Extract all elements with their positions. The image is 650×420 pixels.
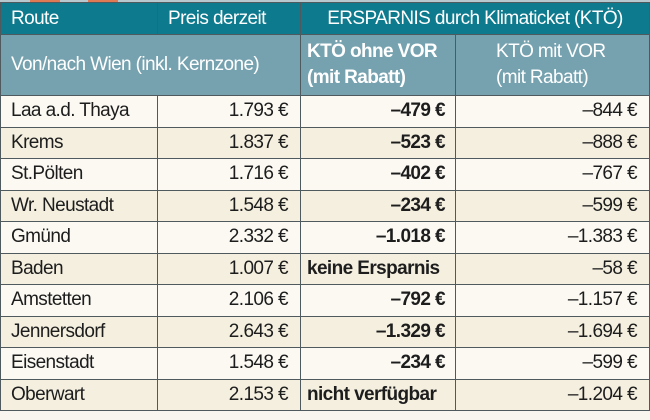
header-line: KTÖ mit VOR bbox=[496, 41, 606, 62]
cell-price: 2.332 € bbox=[157, 221, 301, 254]
table-row: Amstetten 2.106 € –792 € –1.157 € bbox=[0, 284, 650, 317]
cell-with-vor: –599 € bbox=[455, 189, 650, 222]
cell-price: 1.837 € bbox=[157, 126, 301, 159]
cell-without-vor: –1.329 € bbox=[300, 315, 456, 348]
table-row: Jennersdorf 2.643 € –1.329 € –1.694 € bbox=[0, 315, 650, 348]
cell-without-vor: –479 € bbox=[300, 95, 456, 128]
cell-with-vor: –1.204 € bbox=[455, 378, 650, 411]
subheader-vienna: Von/nach Wien (inkl. Kernzone) bbox=[0, 34, 301, 96]
cell-with-vor: –1.157 € bbox=[455, 284, 650, 317]
cell-route: Amstetten bbox=[0, 284, 158, 317]
top-accent-strip bbox=[0, 0, 650, 3]
cell-with-vor: –1.694 € bbox=[455, 315, 650, 348]
cell-price: 1.716 € bbox=[157, 158, 301, 191]
header-row-sub: Von/nach Wien (inkl. Kernzone) KTÖ ohne … bbox=[0, 34, 650, 96]
cell-without-vor: keine Ersparnis bbox=[300, 252, 456, 285]
cell-route: Oberwart bbox=[0, 378, 158, 411]
column-header-price: Preis derzeit bbox=[157, 2, 301, 35]
column-header-without-vor: KTÖ ohne VOR (mit Rabatt) bbox=[300, 34, 456, 96]
header-line: (mit Rabatt) bbox=[496, 67, 589, 88]
table-row: Eisenstadt 1.548 € –234 € –599 € bbox=[0, 347, 650, 380]
table-row: Laa a.d. Thaya 1.793 € –479 € –844 € bbox=[0, 95, 650, 128]
cell-without-vor: –234 € bbox=[300, 347, 456, 380]
cell-route: Laa a.d. Thaya bbox=[0, 95, 158, 128]
cell-with-vor: –1.383 € bbox=[455, 221, 650, 254]
cell-price: 1.007 € bbox=[157, 252, 301, 285]
cell-with-vor: –599 € bbox=[455, 347, 650, 380]
table-row: St.Pölten 1.716 € –402 € –767 € bbox=[0, 158, 650, 191]
table-row: Gmünd 2.332 € –1.018 € –1.383 € bbox=[0, 221, 650, 254]
cell-route: Eisenstadt bbox=[0, 347, 158, 380]
table-row: Wr. Neustadt 1.548 € –234 € –599 € bbox=[0, 189, 650, 222]
column-header-route: Route bbox=[0, 2, 158, 35]
table-row: Baden 1.007 € keine Ersparnis –58 € bbox=[0, 252, 650, 285]
cell-route: Baden bbox=[0, 252, 158, 285]
table-row: Krems 1.837 € –523 € –888 € bbox=[0, 126, 650, 159]
cell-with-vor: –58 € bbox=[455, 252, 650, 285]
cell-price: 1.793 € bbox=[157, 95, 301, 128]
cell-without-vor: –523 € bbox=[300, 126, 456, 159]
cell-with-vor: –888 € bbox=[455, 126, 650, 159]
column-header-with-vor: KTÖ mit VOR (mit Rabatt) bbox=[455, 34, 650, 96]
table-row: Oberwart 2.153 € nicht verfügbar –1.204 … bbox=[0, 378, 650, 411]
header-row-main: Route Preis derzeit ERSPARNIS durch Klim… bbox=[0, 2, 650, 35]
cell-route: Gmünd bbox=[0, 221, 158, 254]
cell-without-vor: nicht verfügbar bbox=[300, 378, 456, 411]
cell-with-vor: –844 € bbox=[455, 95, 650, 128]
column-group-savings: ERSPARNIS durch Klimaticket (KTÖ) bbox=[300, 2, 650, 35]
cell-route: Wr. Neustadt bbox=[0, 189, 158, 222]
cell-route: Krems bbox=[0, 126, 158, 159]
cell-without-vor: –792 € bbox=[300, 284, 456, 317]
cell-without-vor: –234 € bbox=[300, 189, 456, 222]
cell-without-vor: –1.018 € bbox=[300, 221, 456, 254]
header-line: (mit Rabatt) bbox=[307, 67, 406, 88]
cell-price: 2.106 € bbox=[157, 284, 301, 317]
header-line: KTÖ ohne VOR bbox=[307, 41, 438, 62]
cell-price: 2.153 € bbox=[157, 378, 301, 411]
cell-price: 2.643 € bbox=[157, 315, 301, 348]
cell-with-vor: –767 € bbox=[455, 158, 650, 191]
cell-price: 1.548 € bbox=[157, 189, 301, 222]
cell-route: Jennersdorf bbox=[0, 315, 158, 348]
savings-table: Route Preis derzeit ERSPARNIS durch Klim… bbox=[0, 2, 650, 411]
cell-price: 1.548 € bbox=[157, 347, 301, 380]
cell-route: St.Pölten bbox=[0, 158, 158, 191]
cell-without-vor: –402 € bbox=[300, 158, 456, 191]
